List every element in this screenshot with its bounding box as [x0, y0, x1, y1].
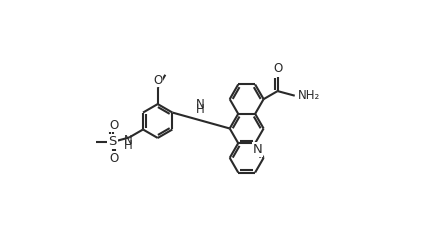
Text: N: N	[253, 143, 262, 156]
Text: O: O	[109, 152, 119, 165]
Text: N: N	[195, 98, 204, 111]
Text: N: N	[123, 134, 132, 146]
Text: H: H	[195, 103, 204, 116]
Text: O: O	[273, 62, 282, 75]
Text: O: O	[153, 74, 162, 87]
Text: NH₂: NH₂	[298, 89, 320, 102]
Text: O: O	[109, 119, 119, 132]
Text: S: S	[108, 135, 117, 148]
Text: H: H	[123, 139, 132, 151]
